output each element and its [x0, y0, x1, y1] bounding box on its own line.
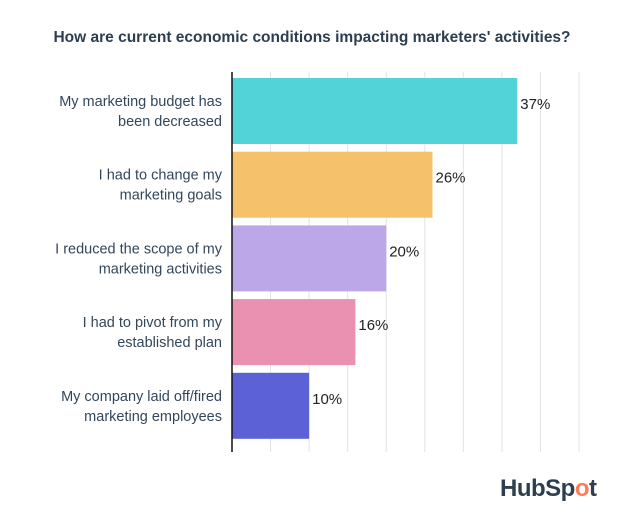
category-label: marketing activities [99, 261, 222, 277]
hubspot-logo: HubSpot [500, 475, 597, 502]
category-label: I reduced the scope of my [55, 241, 223, 257]
data-label: 10% [312, 391, 342, 408]
data-label: 37% [520, 96, 550, 113]
category-label: marketing goals [120, 188, 222, 204]
data-label: 16% [358, 317, 388, 334]
category-label: I had to change my [99, 168, 223, 184]
bar [232, 225, 387, 292]
category-label: been decreased [118, 114, 222, 130]
category-label: I had to pivot from my [83, 315, 223, 331]
bar [232, 372, 310, 439]
data-label: 20% [389, 243, 419, 260]
category-label: established plan [117, 335, 222, 351]
chart-title: How are current economic conditions impa… [53, 29, 571, 46]
bar [232, 151, 433, 218]
category-label: My company laid off/fired [61, 389, 222, 405]
data-label: 26% [435, 170, 465, 187]
category-label: marketing employees [84, 409, 222, 425]
bar [232, 299, 356, 366]
bar [232, 78, 518, 144]
category-label: My marketing budget has [59, 94, 222, 110]
